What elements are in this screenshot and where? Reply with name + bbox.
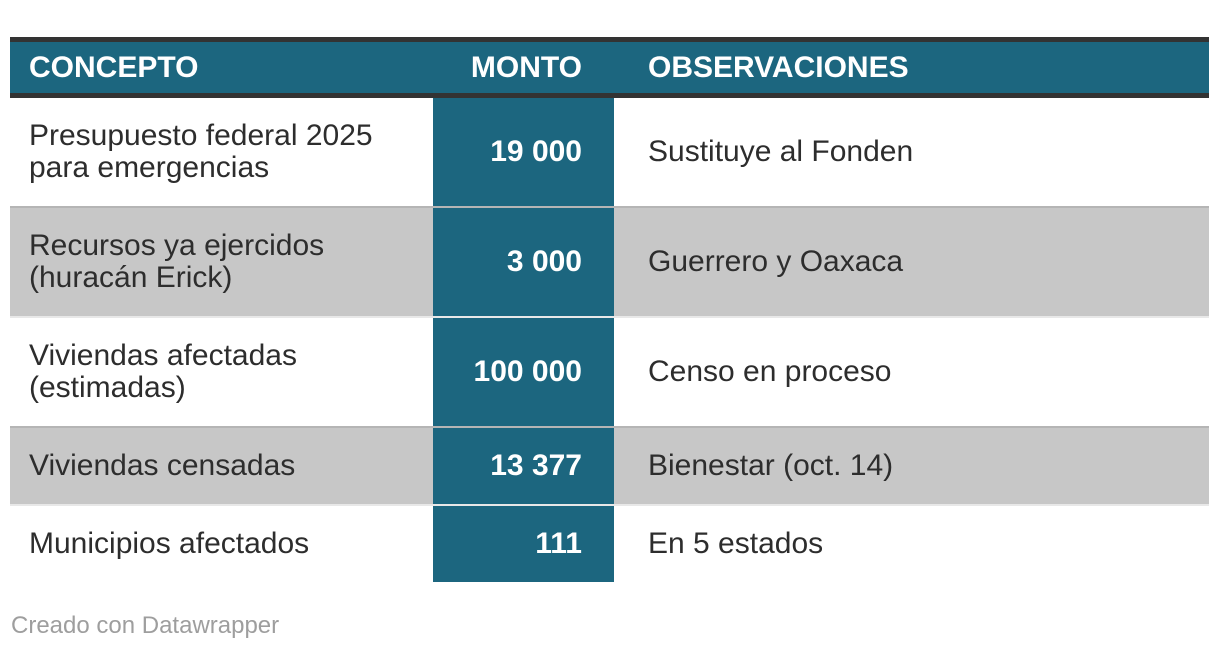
attribution-footer: Creado con Datawrapper: [11, 612, 279, 640]
cell-concepto: Viviendas censadas: [29, 449, 296, 482]
table-row: Presupuesto federal 2025 para emergencia…: [10, 98, 1209, 206]
table-header-row: CONCEPTO MONTO OBSERVACIONES: [10, 37, 1209, 98]
cell-observaciones: Bienestar (oct. 14): [648, 449, 894, 482]
cell-monto: 3 000: [433, 208, 614, 316]
table-row: Viviendas afectadas (estimadas) 100 000 …: [10, 316, 1209, 426]
column-header-concepto: CONCEPTO: [29, 50, 199, 84]
data-table: CONCEPTO MONTO OBSERVACIONES Presupuesto…: [10, 37, 1209, 582]
table-row: Municipios afectados 111 En 5 estados: [10, 504, 1209, 582]
cell-monto: 111: [433, 506, 614, 582]
credit-text: Creado con Datawrapper: [11, 612, 280, 639]
cell-observaciones: Guerrero y Oaxaca: [648, 245, 904, 278]
table-row: Recursos ya ejercidos (huracán Erick) 3 …: [10, 206, 1209, 316]
cell-concepto: Viviendas afectadas (estimadas): [29, 339, 297, 404]
cell-monto: 19 000: [433, 98, 614, 206]
cell-observaciones: En 5 estados: [648, 527, 824, 560]
cell-observaciones: Sustituye al Fonden: [648, 135, 914, 168]
cell-concepto: Recursos ya ejercidos (huracán Erick): [29, 229, 325, 294]
column-header-observaciones: OBSERVACIONES: [648, 50, 909, 84]
table-body: Presupuesto federal 2025 para emergencia…: [10, 98, 1209, 582]
table-row: Viviendas censadas 13 377 Bienestar (oct…: [10, 426, 1209, 504]
cell-monto: 13 377: [433, 428, 614, 504]
cell-monto: 100 000: [433, 318, 614, 426]
cell-concepto: Municipios afectados: [29, 527, 310, 560]
cell-concepto: Presupuesto federal 2025 para emergencia…: [29, 119, 373, 184]
cell-observaciones: Censo en proceso: [648, 355, 892, 388]
column-header-monto: MONTO: [470, 50, 582, 84]
